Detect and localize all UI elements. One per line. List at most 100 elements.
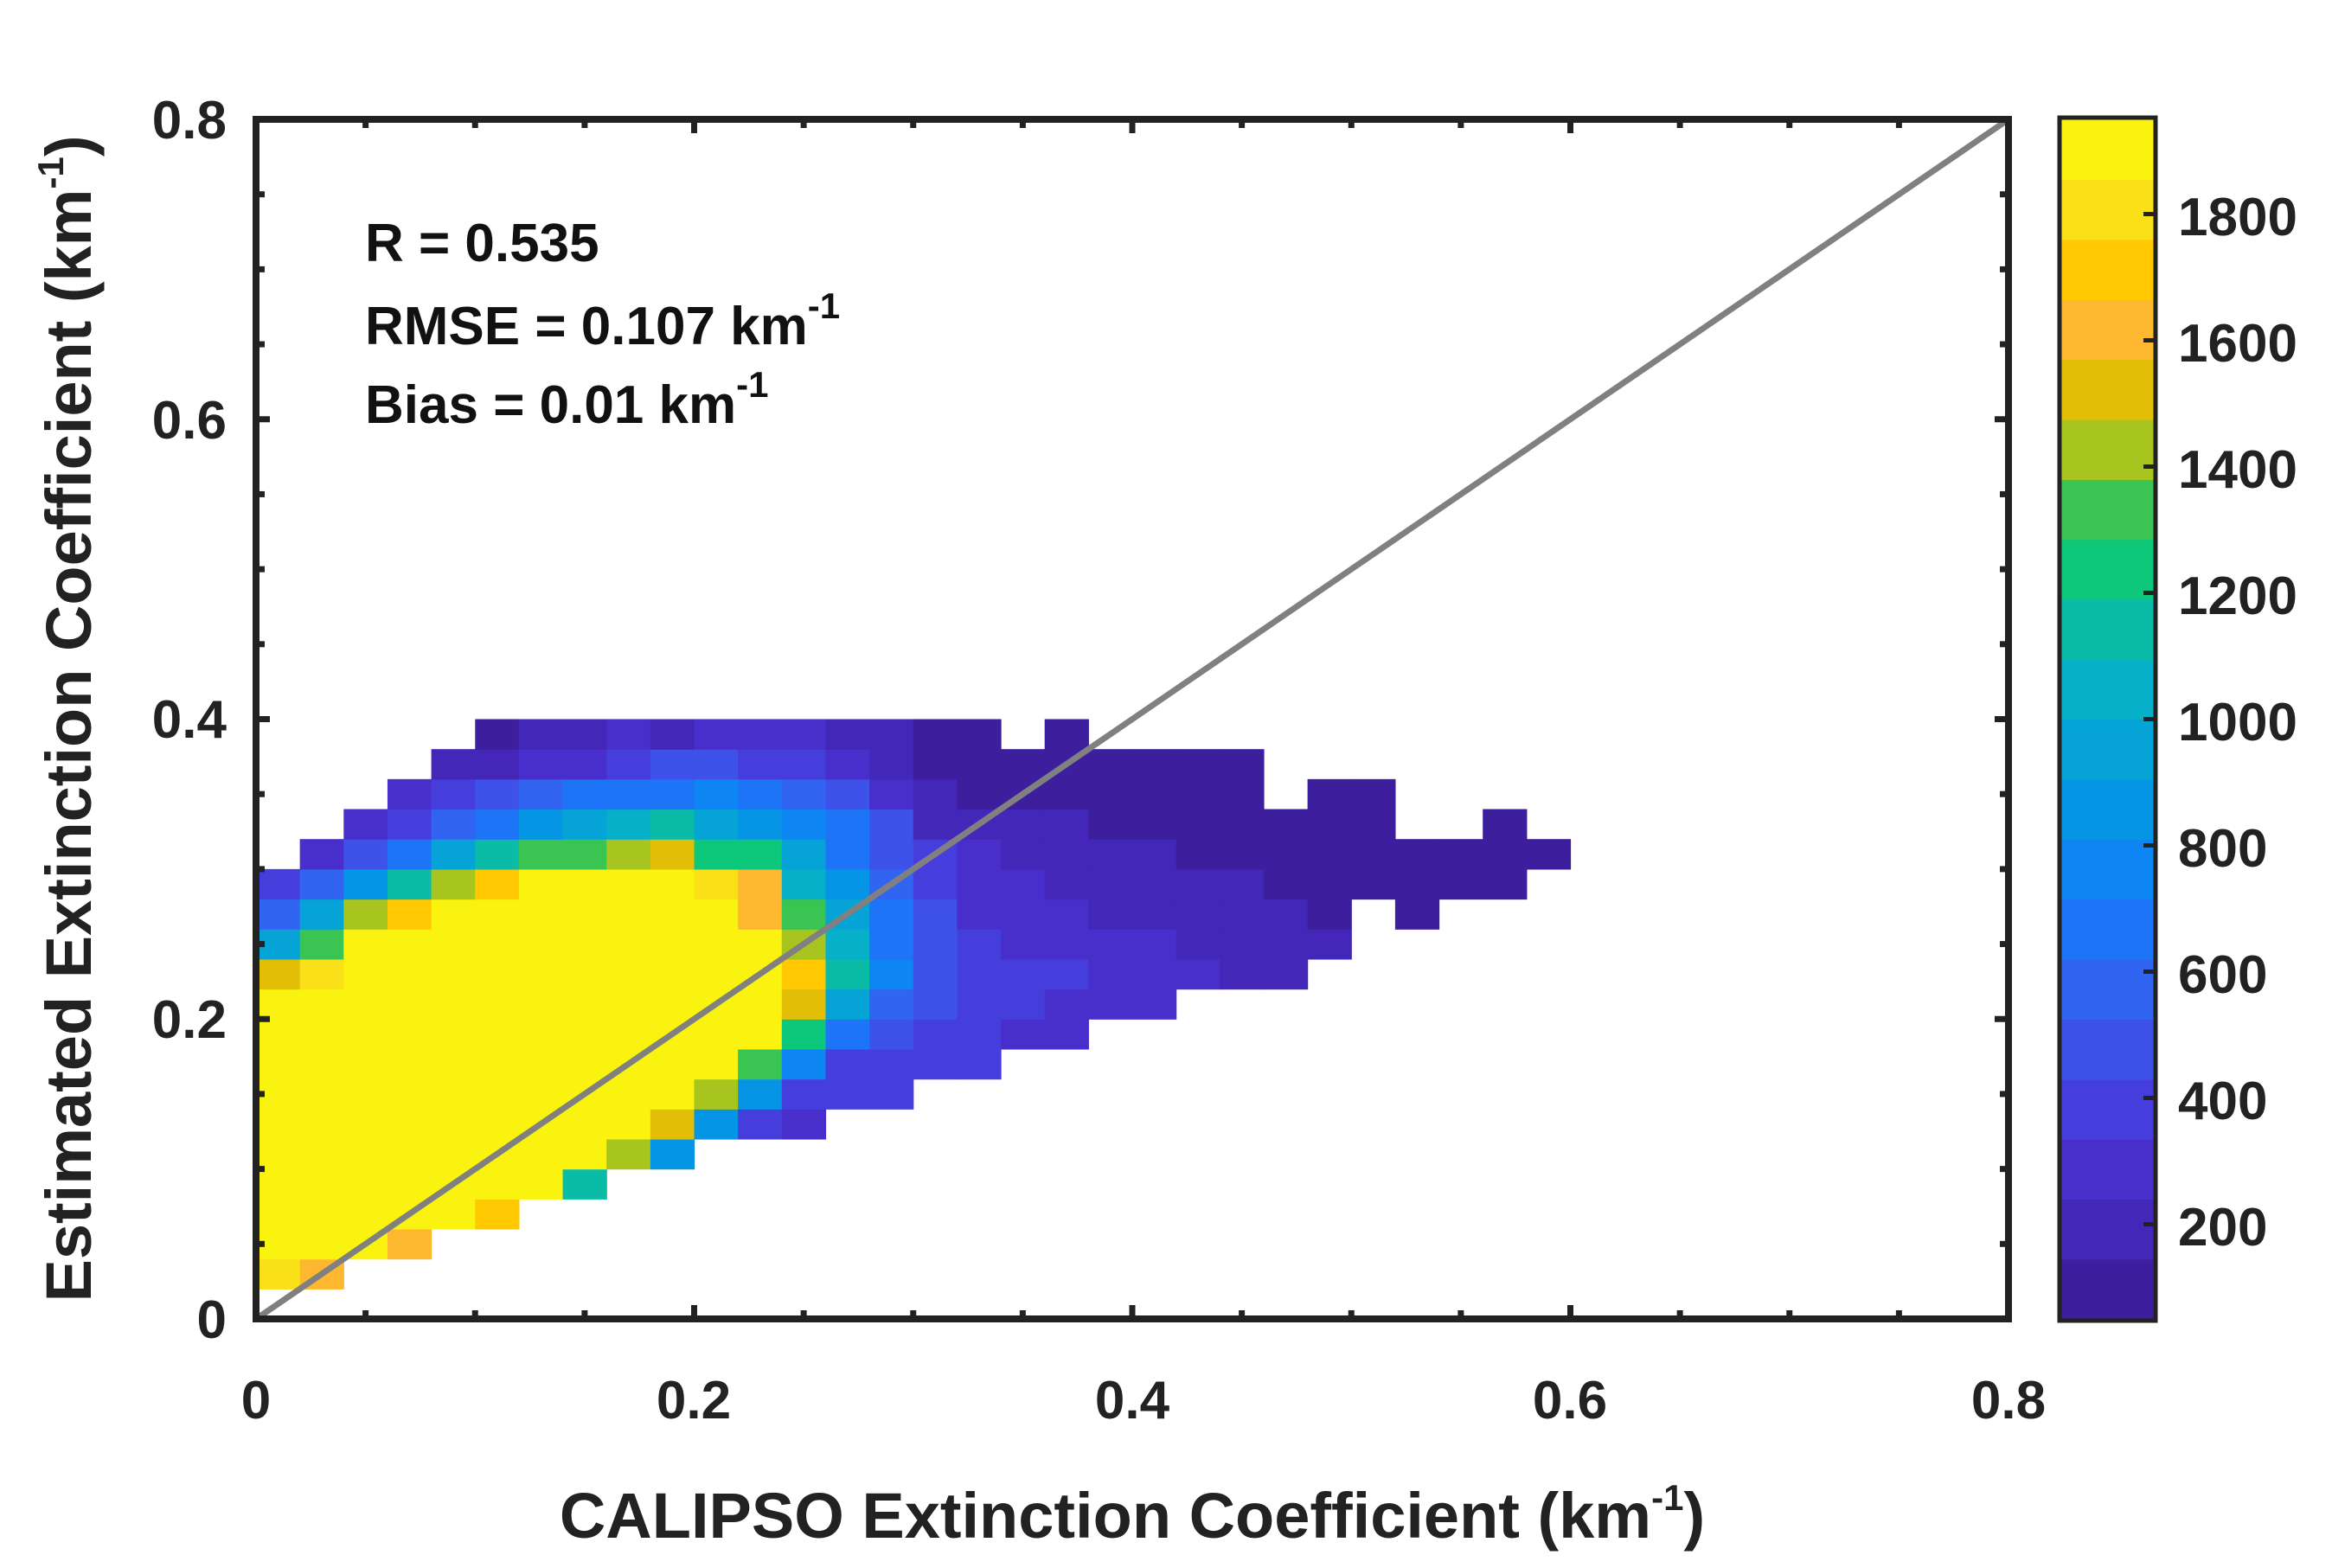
colorbar-ticks bbox=[2143, 212, 2156, 1226]
density-cell bbox=[1001, 989, 1046, 1020]
density-cell bbox=[431, 929, 476, 960]
density-cell bbox=[869, 839, 914, 870]
density-cell bbox=[957, 839, 1002, 870]
density-cell bbox=[475, 1168, 520, 1200]
colorbar-segment bbox=[2060, 539, 2156, 600]
density-cell bbox=[431, 839, 476, 870]
density-cell bbox=[299, 868, 344, 900]
density-cell bbox=[1001, 899, 1046, 930]
density-cell bbox=[343, 1019, 388, 1050]
density-cell bbox=[518, 719, 564, 750]
density-cell bbox=[1438, 868, 1483, 900]
density-cell bbox=[869, 1078, 914, 1110]
density-cell bbox=[343, 989, 388, 1020]
density-cell bbox=[957, 958, 1002, 990]
density-cell bbox=[1263, 929, 1309, 960]
density-cell bbox=[387, 1168, 432, 1200]
density-cell bbox=[387, 1228, 432, 1260]
density-cell bbox=[650, 749, 695, 780]
density-cell bbox=[431, 809, 476, 840]
density-cell bbox=[738, 1019, 783, 1050]
density-cell bbox=[738, 1078, 783, 1110]
density-cell bbox=[518, 778, 564, 810]
density-cell bbox=[256, 1109, 301, 1140]
stat-r: R = 0.535 bbox=[365, 214, 599, 273]
density-cell bbox=[562, 958, 607, 990]
density-cell bbox=[1307, 868, 1352, 900]
density-cell bbox=[869, 749, 914, 780]
density-cell bbox=[1220, 839, 1265, 870]
density-cell bbox=[475, 929, 520, 960]
density-cell bbox=[650, 778, 695, 810]
colorbar-segment bbox=[2060, 1258, 2156, 1320]
stat-rmse: RMSE = 0.107 km-1 bbox=[365, 285, 840, 356]
density-cell bbox=[738, 839, 783, 870]
density-cell bbox=[738, 778, 783, 810]
density-cell bbox=[256, 868, 301, 900]
density-cell bbox=[518, 839, 564, 870]
x-tick-label: 0.6 bbox=[1533, 1371, 1607, 1430]
density-cell bbox=[957, 929, 1002, 960]
density-cell bbox=[606, 778, 651, 810]
density-cell bbox=[781, 1048, 827, 1080]
density-cell bbox=[913, 809, 958, 840]
density-cell bbox=[606, 958, 651, 990]
density-cell bbox=[1044, 958, 1089, 990]
density-cell bbox=[431, 778, 476, 810]
density-cell bbox=[1088, 839, 1133, 870]
density-cell bbox=[1044, 929, 1089, 960]
density-cell bbox=[475, 899, 520, 930]
density-cell bbox=[299, 1019, 344, 1050]
density-cell bbox=[1176, 778, 1220, 810]
y-tick-label: 0.4 bbox=[152, 690, 227, 750]
density-cell bbox=[694, 778, 739, 810]
density-cell bbox=[650, 929, 695, 960]
density-cell bbox=[1044, 839, 1089, 870]
density-cell bbox=[518, 749, 564, 780]
density-cell bbox=[650, 839, 695, 870]
density-cell bbox=[606, 809, 651, 840]
density-cell bbox=[1088, 929, 1133, 960]
density-cell bbox=[1001, 929, 1046, 960]
density-cell bbox=[256, 989, 301, 1020]
colorbar-tick-label: 1000 bbox=[2178, 693, 2297, 752]
density-cell bbox=[694, 1048, 739, 1080]
density-cell bbox=[606, 929, 651, 960]
density-cell bbox=[475, 1199, 520, 1230]
density-cell bbox=[1394, 868, 1440, 900]
density-cell bbox=[475, 719, 520, 750]
density-cell bbox=[1044, 719, 1089, 750]
density-cell bbox=[1044, 1019, 1089, 1050]
density-cell bbox=[562, 929, 607, 960]
density-cell bbox=[562, 1048, 607, 1080]
colorbar-tick-label: 200 bbox=[2178, 1198, 2267, 1258]
density-cell bbox=[650, 809, 695, 840]
density-cell bbox=[299, 1078, 344, 1110]
density-cell bbox=[518, 929, 564, 960]
density-cell bbox=[431, 1138, 476, 1170]
density-cell bbox=[650, 719, 695, 750]
density-cell bbox=[606, 868, 651, 900]
density-cell bbox=[869, 778, 914, 810]
density-cell bbox=[562, 868, 607, 900]
colorbar-segment bbox=[2060, 839, 2156, 900]
density-cell bbox=[1176, 839, 1220, 870]
density-cell bbox=[562, 989, 607, 1020]
density-cell bbox=[475, 749, 520, 780]
density-cell bbox=[957, 778, 1002, 810]
density-cell bbox=[781, 749, 827, 780]
density-cell bbox=[1351, 868, 1396, 900]
density-cell bbox=[957, 1048, 1002, 1080]
density-cell bbox=[1263, 839, 1309, 870]
density-cell bbox=[825, 778, 870, 810]
density-cell bbox=[562, 1109, 607, 1140]
density-cell bbox=[913, 929, 958, 960]
density-cell bbox=[825, 809, 870, 840]
density-cell bbox=[694, 899, 739, 930]
density-cell bbox=[869, 1048, 914, 1080]
density-cell bbox=[869, 809, 914, 840]
density-cell bbox=[1176, 868, 1220, 900]
colorbar-segment bbox=[2060, 299, 2156, 361]
density-cell bbox=[825, 868, 870, 900]
density-cell bbox=[1088, 778, 1133, 810]
